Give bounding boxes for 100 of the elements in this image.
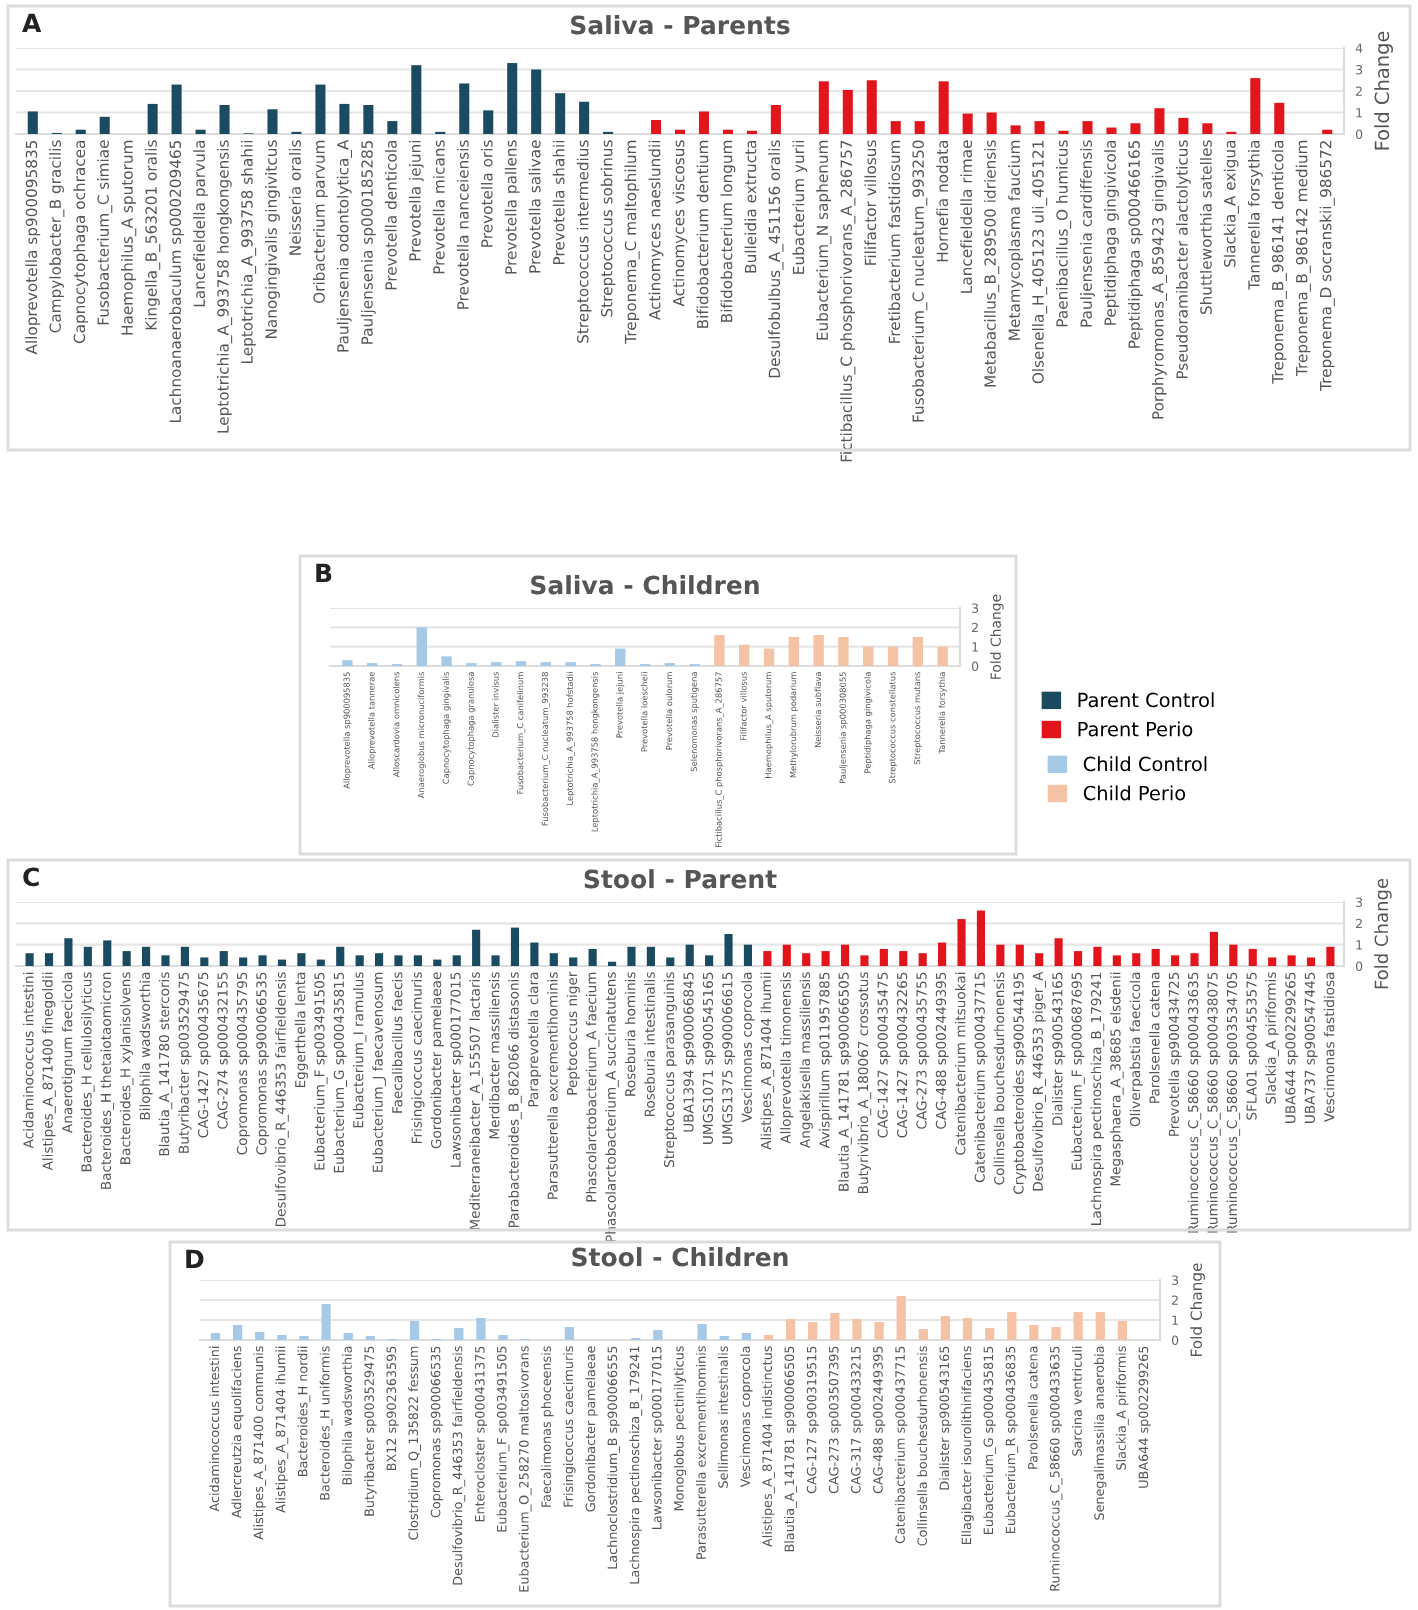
- bar: [1073, 951, 1083, 966]
- bar: [896, 1296, 906, 1340]
- bar: [1171, 955, 1180, 966]
- bar: [433, 959, 442, 966]
- bar: [452, 955, 461, 966]
- bar: [842, 89, 853, 134]
- bar: [83, 946, 92, 966]
- bar: [698, 111, 710, 134]
- bar: [180, 946, 189, 966]
- bar: [232, 1325, 243, 1340]
- bar: [441, 656, 452, 666]
- bar: [411, 65, 422, 134]
- bar: [1229, 944, 1238, 966]
- text: B: [316, 563, 332, 582]
- bar: [44, 953, 54, 966]
- bar: [918, 953, 927, 966]
- bar: [666, 957, 675, 966]
- bar: [724, 934, 733, 966]
- bar: [267, 109, 278, 134]
- bar: [887, 646, 899, 666]
- bar: [890, 121, 901, 134]
- bar: [650, 120, 662, 134]
- bar: [957, 919, 966, 966]
- bar: [918, 1329, 928, 1340]
- bar: [962, 1318, 973, 1340]
- bar: [210, 1333, 221, 1340]
- bar: [1106, 127, 1117, 134]
- bar: [297, 953, 306, 966]
- bar: [355, 955, 364, 966]
- bar: [1095, 1312, 1105, 1340]
- bar: [770, 104, 781, 134]
- bar: [1248, 948, 1257, 966]
- bar: [1093, 946, 1102, 966]
- bar: [840, 944, 850, 966]
- bar: [866, 80, 877, 134]
- bar: [219, 951, 228, 966]
- bar: [1154, 108, 1165, 134]
- bar: [962, 113, 973, 134]
- bar: [258, 955, 267, 966]
- bar: [161, 955, 170, 966]
- bar: [830, 1313, 840, 1340]
- bar: [472, 929, 481, 966]
- bar: [1151, 948, 1160, 966]
- bar: [763, 648, 775, 666]
- bar: [646, 946, 655, 966]
- bar: [1034, 121, 1045, 134]
- bar: [937, 646, 948, 666]
- bar: [763, 951, 772, 966]
- bar: [741, 1333, 751, 1340]
- bar: [142, 946, 151, 966]
- bar: [1117, 1321, 1128, 1340]
- bar: [1326, 946, 1335, 966]
- bar: [899, 951, 908, 966]
- bar: [1029, 1325, 1039, 1340]
- bar: [147, 103, 158, 134]
- bar: [555, 93, 566, 134]
- bar: [200, 957, 209, 966]
- text: A: [22, 13, 42, 32]
- bar: [530, 942, 539, 966]
- bar: [938, 942, 947, 966]
- bar: [986, 112, 997, 134]
- chart-title: Stool - Children: [572, 1247, 788, 1267]
- bar: [343, 1333, 353, 1340]
- bar: [1035, 953, 1044, 966]
- legend-label: Child Perio: [1083, 785, 1186, 801]
- bar: [483, 110, 494, 134]
- bar: [912, 637, 924, 666]
- bar: [394, 955, 403, 966]
- bar: [321, 1304, 331, 1340]
- bar: [507, 63, 518, 134]
- bar: [27, 111, 38, 134]
- bar: [860, 955, 869, 966]
- bar: [459, 83, 470, 134]
- bar: [802, 953, 811, 966]
- bar: [315, 84, 326, 134]
- bar: [914, 121, 925, 134]
- bar: [1010, 125, 1021, 134]
- bar: [821, 951, 830, 966]
- bar: [940, 1316, 951, 1340]
- bar: [852, 1319, 862, 1340]
- y-axis-title: Fold Change: [1374, 31, 1393, 150]
- bar: [1051, 1327, 1061, 1340]
- bar: [336, 946, 345, 966]
- chart-title: Stool - Parent: [584, 869, 777, 889]
- bar: [239, 957, 248, 966]
- legend-label: Child Control: [1083, 756, 1207, 772]
- bar: [171, 84, 182, 134]
- bar: [588, 948, 597, 966]
- bar: [510, 927, 520, 966]
- bar: [549, 953, 558, 966]
- bar: [99, 116, 110, 134]
- bar: [697, 1324, 707, 1340]
- bar: [339, 103, 350, 134]
- bar: [863, 646, 874, 666]
- bar: [409, 1321, 420, 1340]
- bar: [413, 955, 422, 966]
- bar: [976, 910, 986, 966]
- bar: [985, 1328, 995, 1340]
- bar: [1073, 1312, 1083, 1340]
- bar: [454, 1328, 464, 1340]
